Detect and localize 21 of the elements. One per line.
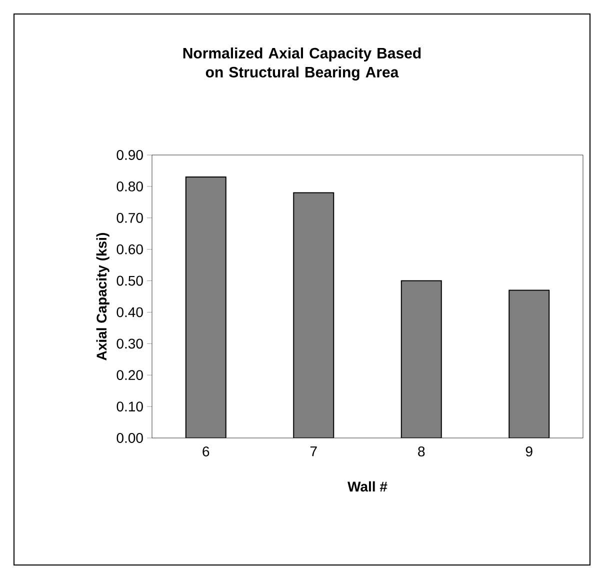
y-tick-label: 0.50 [116,276,143,286]
x-tick-label: 8 [418,446,425,456]
y-tick-label: 0.60 [116,244,143,254]
x-tick-label: 9 [526,446,532,456]
x-tick-label: 6 [202,446,210,456]
y-tick-label: 0.80 [116,181,143,192]
chart-title: Normalized Axial Capacity Based on Structural Bearing Area [183,47,421,81]
y-tick-label: 0.70 [116,212,143,223]
x-axis-title: Wall # [348,481,388,492]
y-tick-label: 0.30 [116,338,143,349]
x-tick-label: 7 [310,446,317,456]
bar [185,176,226,438]
bar [508,290,550,438]
y-axis-title: Axial Capacity (ksi) [96,233,110,360]
bar [293,192,334,438]
bar [400,280,442,438]
y-tick-label: 0.00 [116,433,143,443]
y-tick-label: 0.20 [116,370,143,380]
y-tick-label: 0.90 [116,150,143,160]
y-tick-label: 0.40 [116,307,143,318]
y-tick-label: 0.10 [116,402,143,412]
